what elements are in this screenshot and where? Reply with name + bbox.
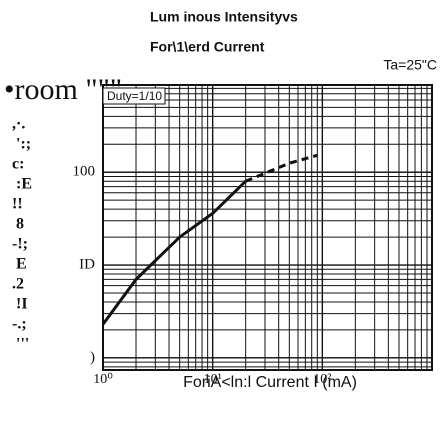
x-axis-label: ForiA<ln:l Current I (mA) [183, 374, 357, 391]
chart-title: Lum inous Intensityvs [150, 9, 298, 25]
y-tick-label: 100 [73, 164, 96, 180]
y-label-fragment: !! [12, 196, 23, 213]
annotation: Duty=1/10 [107, 89, 162, 103]
y-label-fragment: -.; [12, 316, 27, 333]
condition: Ta=25"C [383, 57, 437, 73]
y-label-fragment: E [16, 256, 27, 273]
x-tick-label: 10¹ [204, 372, 222, 387]
y-label-fragment: :E [16, 176, 32, 193]
y-label-fragment: ':; [16, 136, 31, 153]
data-line [101, 180, 247, 326]
annotation-box [102, 87, 166, 105]
y-label-fragment: !I [16, 296, 28, 313]
data-line [245, 153, 318, 183]
y-tick-label: ID [79, 256, 95, 272]
x-tick-label: 10⁰ [93, 372, 113, 387]
y-label-fragment: c: [12, 156, 24, 173]
x-tick-label: 10² [313, 372, 331, 387]
y-label-fragment: 8 [16, 216, 24, 233]
chart-subtitle: For\1\erd Current [150, 39, 265, 55]
y-label-fragment: -!; [12, 236, 28, 253]
y-tick-label: ) [90, 349, 95, 365]
y-label-fragment: ,·. [12, 116, 25, 133]
y-label-fragment: ''' [16, 336, 29, 353]
y-label-fragment: .2 [12, 276, 24, 293]
